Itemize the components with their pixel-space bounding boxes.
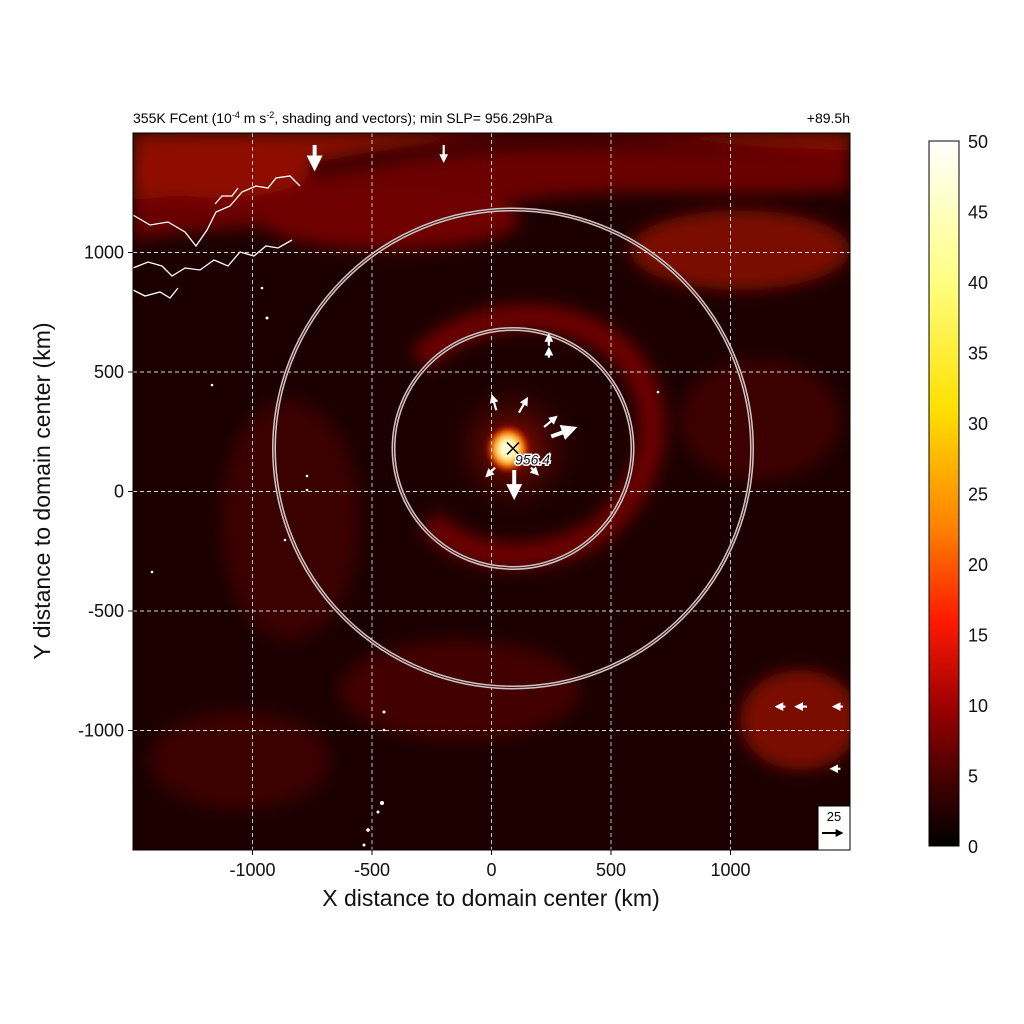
wind-vector — [485, 466, 496, 478]
reference-vector-frame — [817, 805, 851, 851]
range-ring-inner-line — [273, 208, 753, 688]
colorbar-tick-label: 5 — [968, 767, 978, 787]
wind-vector — [550, 424, 578, 441]
title-suffix: , shading and vectors); min SLP= 956.29h… — [274, 110, 552, 126]
island-dots — [150, 286, 660, 847]
reference-vector-label: 25 — [827, 809, 841, 824]
x-axis-title: X distance to domain center (km) — [322, 885, 659, 911]
x-tick-label: 0 — [486, 860, 496, 880]
colorbar-tick-label: 15 — [968, 626, 988, 646]
y-axis-ticks: 1000 500 0 -500 -1000 — [78, 243, 133, 741]
storm-core — [486, 425, 530, 473]
x-tick-label: -500 — [354, 860, 390, 880]
field-patch-ne — [630, 210, 850, 290]
plot-title: 355K FCent (10-4 m s-2, shading and vect… — [133, 110, 553, 126]
colorbar-tick-label: 50 — [968, 132, 988, 152]
vector-field — [306, 144, 843, 774]
field-band-north — [133, 133, 850, 210]
coastline — [133, 175, 301, 299]
wind-vector — [543, 415, 558, 428]
title-exp1: -4 — [232, 110, 240, 120]
field-patch-e — [680, 360, 840, 480]
storm-center: 956.4 — [506, 441, 552, 469]
x-tick-label: 500 — [596, 860, 626, 880]
colorbar-tick-label: 35 — [968, 344, 988, 364]
range-ring-inner-line — [393, 328, 634, 569]
plot-area — [133, 133, 850, 850]
title-exp2: -2 — [266, 110, 274, 120]
colorbar-ticks: 0 5 10 15 20 25 30 35 40 45 50 — [968, 132, 988, 857]
storm-center-slp-label: 956.4 — [515, 451, 550, 467]
colorbar-tick-label: 45 — [968, 203, 988, 223]
title-prefix: 355K FCent (10 — [133, 110, 232, 126]
colorbar-tick-label: 10 — [968, 696, 988, 716]
field-patch-nw — [133, 142, 310, 198]
colorbar-tick-label: 0 — [968, 837, 978, 857]
colorbar-tick-label: 20 — [968, 555, 988, 575]
x-axis-ticks: -1000 -500 0 500 1000 — [229, 850, 751, 880]
colorbar: 0 5 10 15 20 25 30 35 40 45 50 — [928, 132, 988, 857]
field-spiral-band — [410, 304, 665, 569]
reference-vector-box: 25 — [817, 805, 851, 851]
y-axis-title: Y distance to domain center (km) — [29, 322, 55, 659]
colorbar-tick-label: 30 — [968, 414, 988, 434]
y-tick-label: -1000 — [78, 721, 124, 741]
heatmap-field — [133, 133, 850, 810]
title-mid: m s — [240, 110, 266, 126]
y-tick-label: 1000 — [84, 243, 124, 263]
field-patch-sw — [150, 710, 330, 810]
forecast-hour-label: +89.5h — [807, 110, 850, 126]
field-patch-se — [740, 670, 850, 770]
colorbar-gradient — [928, 140, 960, 847]
grid — [133, 133, 850, 850]
field-patch-w — [220, 400, 360, 640]
wind-vector — [529, 466, 540, 476]
y-tick-label: -500 — [88, 601, 124, 621]
x-tick-label: -1000 — [229, 860, 275, 880]
wind-vector — [489, 394, 499, 411]
storm-center-x-icon — [506, 441, 520, 456]
field-patch-n — [260, 190, 520, 250]
y-tick-label: 500 — [94, 362, 124, 382]
x-tick-label: 1000 — [710, 860, 750, 880]
colorbar-tick-label: 25 — [968, 485, 988, 505]
y-tick-label: 0 — [114, 482, 124, 502]
colorbar-tick-label: 40 — [968, 273, 988, 293]
wind-vector — [518, 396, 528, 414]
field-patch-s — [340, 640, 580, 740]
range-rings — [272, 207, 755, 690]
